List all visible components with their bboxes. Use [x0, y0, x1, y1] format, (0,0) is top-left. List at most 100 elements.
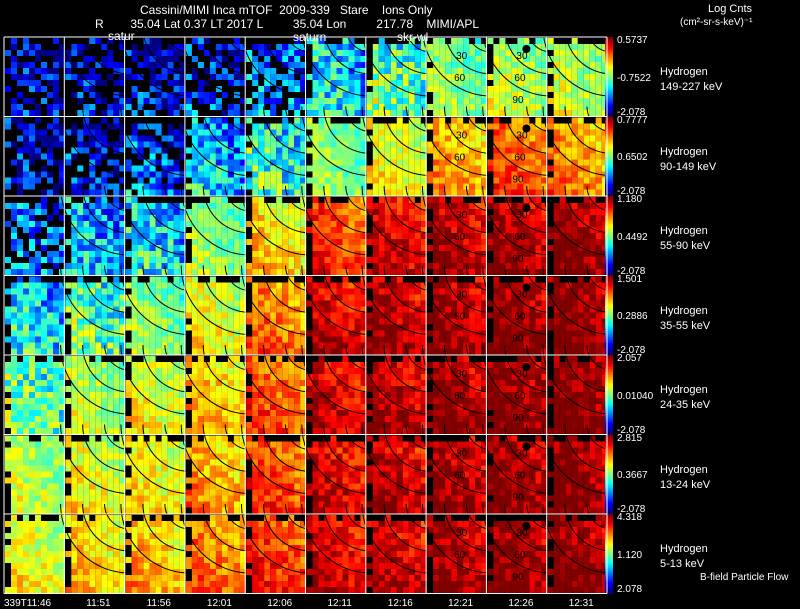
scale-min-label: -2.078	[617, 345, 646, 356]
contour-value-label: 60	[454, 312, 466, 323]
contour-line	[202, 424, 251, 472]
contour-line	[241, 185, 311, 256]
heatmap-cell-r6-c9	[547, 515, 608, 593]
contour-value-label: 30	[516, 290, 528, 301]
heatmap-cell-r6-c4	[246, 515, 307, 593]
contour-line	[301, 26, 371, 97]
heatmap-cell-r6-c1	[65, 515, 126, 593]
scale-min-label: -2.078	[617, 265, 646, 277]
contour-value-label: 60	[454, 232, 466, 243]
heatmap-cell-r5-c5	[306, 435, 367, 514]
contour-value-label: 30	[456, 51, 468, 62]
contour-line	[142, 106, 190, 154]
contour-value-label: 30	[516, 51, 528, 62]
satur-label: satur	[108, 29, 135, 43]
contour-line	[241, 26, 311, 97]
species-label: Hydrogen	[660, 304, 708, 317]
contour-value-label: 30	[516, 210, 528, 221]
contour-line	[504, 185, 552, 234]
contour-line	[443, 185, 492, 234]
contour-line	[263, 344, 311, 393]
colorbar-6	[605, 514, 613, 594]
heatmap-cell-r3-c2	[125, 276, 186, 355]
scale-max-label: 0.5737	[617, 35, 648, 46]
contour-line	[482, 185, 552, 256]
contour-line	[383, 26, 432, 75]
heatmap-cell-r3-c0	[5, 276, 65, 355]
energy-label: 5-13 keV	[660, 558, 705, 570]
heatmap-cell-r6-c2	[125, 515, 186, 593]
contour-line	[323, 344, 371, 393]
time-tick-label: 11:51	[86, 598, 111, 609]
contour-line	[421, 26, 492, 97]
contour-value-label: 90	[512, 95, 524, 106]
heatmap-cell-r3-c8	[487, 276, 548, 355]
contour-value-label: 90	[512, 572, 524, 583]
scale-mid-label: 0.2886	[617, 311, 648, 323]
species-label: Hydrogen	[660, 66, 708, 78]
contour-line	[241, 344, 311, 415]
contour-line	[241, 503, 311, 574]
heatmap-cell-r0-c2	[125, 38, 186, 116]
contour-line	[542, 265, 613, 335]
heatmap-cell-r3-c1	[65, 276, 126, 355]
contour-line	[361, 344, 432, 415]
contour-line	[120, 265, 190, 335]
scale-max-label: 4.318	[617, 512, 643, 523]
heatmap-cell-r4-c9	[547, 356, 608, 434]
heatmap-cell-r0-c4	[246, 38, 307, 116]
planet-marker	[522, 283, 531, 292]
contour-line	[564, 106, 613, 154]
energy-label: 90-149 keV	[660, 160, 717, 173]
heatmap-cell-r4-c5	[306, 356, 367, 434]
scale-mid-label: 0.6502	[617, 152, 648, 164]
contour-line	[421, 185, 492, 256]
contour-line	[120, 26, 190, 97]
contour-value-label: 30	[456, 131, 468, 142]
heatmap-cell-r2-c3	[185, 197, 246, 275]
contour-value-label: 30	[516, 369, 528, 380]
heatmap-cell-r0-c5	[306, 38, 367, 116]
contour-line	[142, 185, 190, 234]
contour-value-label: 60	[514, 73, 526, 84]
contour-line	[504, 106, 552, 154]
contour-line	[504, 424, 552, 472]
contour-value-label: 30	[456, 449, 468, 460]
contour-line	[542, 424, 613, 494]
energy-label: 35-55 keV	[660, 319, 711, 332]
heatmap-cell-r2-c7	[427, 197, 488, 275]
row-label: Hydrogen 5-13 keV	[660, 542, 708, 572]
heatmap-cell-r2-c6	[366, 197, 427, 275]
heatmap-cell-r2-c1	[65, 197, 126, 275]
contour-line	[241, 106, 311, 176]
contour-line	[323, 106, 371, 154]
contour-value-label: 90	[512, 493, 524, 504]
contour-line	[60, 106, 130, 176]
contour-line	[482, 344, 552, 415]
contour-line	[482, 265, 552, 335]
contour-line	[443, 106, 492, 154]
contour-value-label: 60	[514, 391, 526, 402]
row-label: Hydrogen 35-55 keV	[660, 304, 710, 334]
contour-line	[482, 106, 552, 176]
contour-line	[202, 503, 251, 552]
time-tick-label: 12:06	[267, 598, 293, 609]
time-tick-label: 339T11:46	[4, 598, 52, 609]
contour-value-label: 90	[512, 413, 524, 424]
contour-line	[60, 344, 130, 415]
contour-line	[383, 503, 432, 552]
contour-value-label: 60	[514, 550, 526, 561]
contour-line	[542, 503, 613, 574]
contour-value-label: 60	[514, 471, 526, 482]
heatmap-cell-r5-c2	[125, 435, 186, 514]
contour-line	[120, 185, 190, 256]
contour-line	[202, 265, 251, 313]
contour-line	[564, 265, 613, 313]
contour-line	[361, 185, 432, 256]
contour-value-label: 60	[454, 153, 466, 164]
contour-line	[142, 424, 190, 472]
species-label: Hydrogen	[660, 225, 708, 237]
contour-line	[323, 265, 371, 313]
contour-line	[301, 344, 371, 415]
